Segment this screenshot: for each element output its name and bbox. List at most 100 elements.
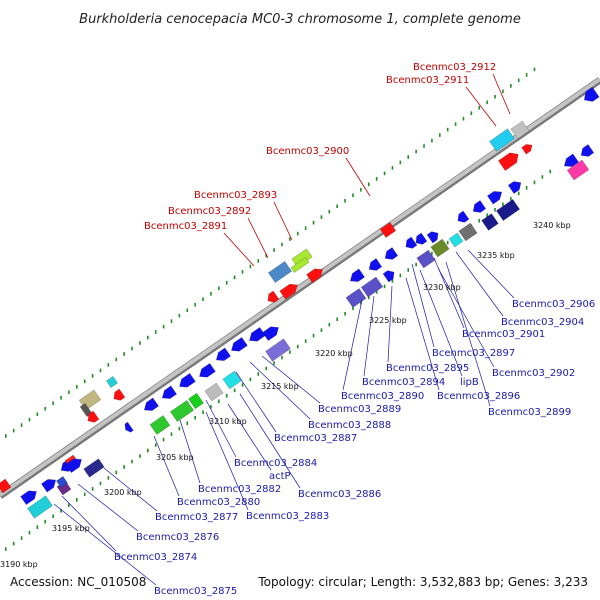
gene-bottom-strand [222,370,242,390]
gene-bottom-strand [360,276,384,298]
gene-shape [521,144,533,155]
gc-dot [328,322,331,327]
gc-dot [273,248,275,252]
gc-dot [320,215,323,219]
gc-dot [194,415,196,420]
gene-bottom-strand [384,247,399,260]
scale-tick-label: 3215 kbp [261,382,299,391]
gene-bottom-strand [405,236,418,249]
gene-label-bottom: Bcenmc03_2884 [234,458,317,469]
gene-bottom-strand [56,476,68,488]
gc-dot [139,341,141,345]
leader-line-bottom [53,503,157,586]
gc-dot [367,182,370,187]
gene-label-bottom: Bcenmc03_2875 [154,586,237,597]
gene-bottom-strand [27,495,53,519]
scale-tick-label: 3220 kbp [315,349,353,358]
gc-dot [352,193,354,198]
gc-dot [147,448,149,453]
gc-dot [76,385,78,389]
gene-shape [231,336,248,352]
gene-top-strand [106,376,118,388]
gc-dot [162,437,165,442]
gene-bottom-strand [481,213,499,231]
leader-line-bottom [445,261,491,407]
gc-dot [336,317,339,322]
gene-bottom-strand [83,458,105,478]
gc-dot [296,344,299,349]
gene-bottom-strand [161,385,178,399]
leader-line-bottom [419,269,463,377]
gc-dot [399,160,402,165]
gene-label-top: Bcenmc03_2891 [144,221,227,232]
gene-bottom-strand [249,326,266,342]
gene-shape [510,120,530,140]
gene-bottom-strand [345,288,367,308]
gc-dot [123,352,125,356]
leader-line-bottom [205,399,237,458]
scale-tick-label: 3200 kbp [104,488,142,497]
gc-dot [367,295,370,300]
gene-bottom-strand [231,336,248,352]
gene-top-strand [510,120,530,140]
gc-dot [383,171,386,176]
gc-dot [162,324,165,329]
gene-top-strand [267,290,280,303]
scale-tick-label: 3190 kbp [0,560,38,569]
gene-shape [83,458,105,478]
gc-dot [375,290,378,294]
gc-dot [154,443,157,447]
gc-dot [170,432,173,436]
gc-dot [273,361,275,365]
gc-dot [36,412,39,416]
gene-shape [384,247,399,260]
gene-shape [382,270,395,283]
gc-dot [478,218,481,223]
gene-bottom-strand [143,397,160,411]
gc-dot [139,454,141,458]
gc-dot [225,281,228,285]
gc-dot [415,262,417,267]
gene-shape [267,260,293,284]
label-leader-lines [53,73,515,586]
gc-dot [218,286,220,291]
gc-dot [257,372,260,376]
gc-dot [99,481,102,486]
leader-line-bottom [153,435,180,497]
gene-features [0,86,600,519]
gene-shape [65,458,82,474]
gc-dot [446,240,449,245]
gc-dot [233,275,236,280]
gene-bottom-strand [580,144,595,157]
leader-line-bottom [437,267,495,368]
gene-shape [507,181,522,194]
gene-bottom-strand [204,382,224,402]
gc-dot [147,335,149,340]
leader-line-bottom [205,411,249,511]
gene-label-bottom: Bcenmc03_2883 [246,511,329,522]
leader-line-bottom [467,249,515,299]
scale-tick-label: 3210 kbp [209,417,247,426]
gene-bottom-strand [349,268,366,282]
gene-label-bottom: Bcenmc03_2896 [437,391,520,402]
leader-line-bottom [77,483,139,532]
gc-dot [52,401,54,406]
leader-line-bottom [235,371,277,433]
gene-shape [265,338,291,362]
gc-dot [60,395,62,400]
gc-dot [249,264,252,269]
leader-line-bottom [227,403,272,471]
gc-dot [407,268,410,272]
gc-dot [486,100,488,105]
gene-bottom-strand [179,372,196,388]
gc-dot [391,166,394,170]
gene-top-strand [87,410,100,423]
leader-line-bottom [342,299,363,391]
gc-dot [494,207,496,212]
gc-dot [154,330,157,334]
gc-dot [281,242,283,247]
gc-dot [83,492,86,497]
gc-dot [399,273,402,278]
gene-bottom-strand [448,232,464,248]
gene-label-bottom: Bcenmc03_2902 [492,368,575,379]
